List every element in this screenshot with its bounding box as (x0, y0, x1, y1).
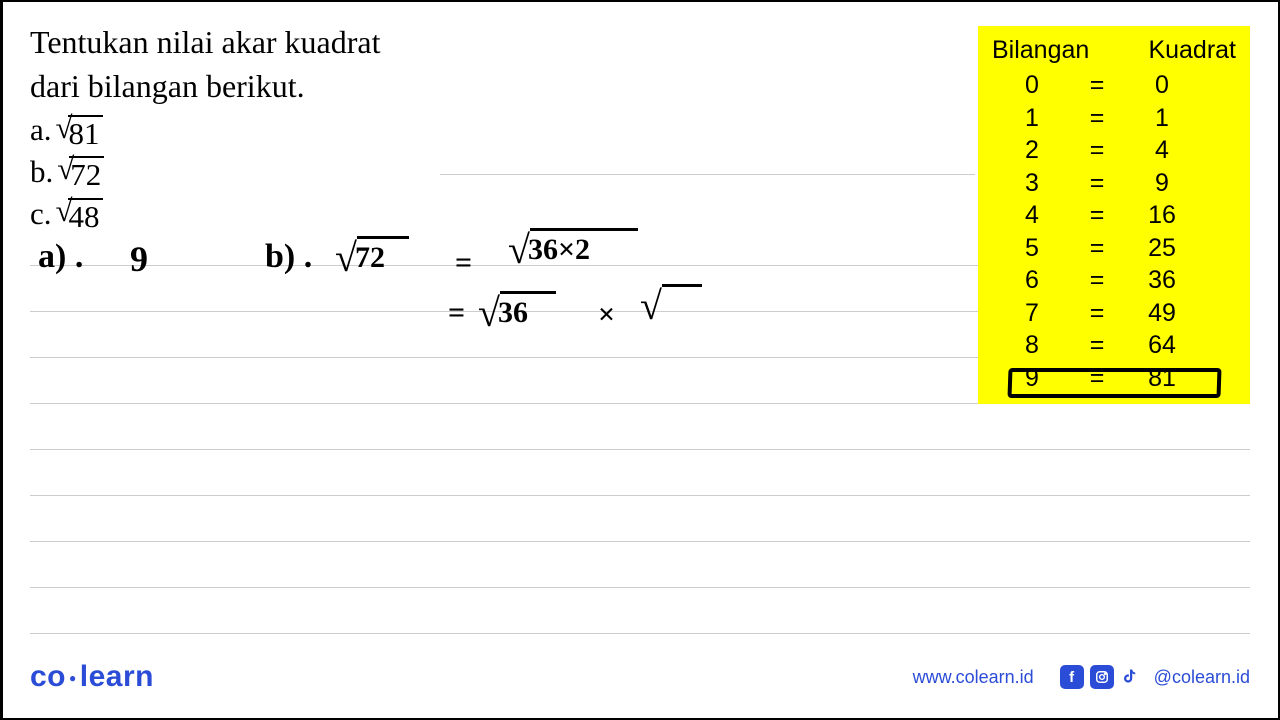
handwriting-sqrt36: √36 (478, 285, 528, 332)
table-highlight-box (1007, 368, 1221, 398)
item-label: b. (30, 151, 53, 193)
facebook-icon: f (1060, 665, 1084, 689)
rule-line (30, 588, 1250, 634)
handwriting-sqrt-empty: √ (640, 278, 662, 325)
social-icons: f (1060, 665, 1140, 689)
table-row: 1=1 (992, 102, 1236, 135)
footer-handle: @colearn.id (1154, 667, 1250, 688)
sqrt-sign-icon: √ (508, 227, 530, 272)
sqrt-sign-icon: √ (478, 290, 500, 335)
sqrt-expression: √ 81 (56, 112, 103, 149)
handwriting-sqrt36x2: √36×2 (508, 222, 590, 269)
table-header-kuadrat: Kuadrat (1148, 36, 1236, 65)
table-row: 7=49 (992, 297, 1236, 330)
table-row: 4=16 (992, 199, 1236, 232)
logo-dot-icon: ● (69, 671, 77, 685)
sqrt-radicand: 72 (69, 156, 104, 190)
tiktok-icon (1120, 665, 1140, 689)
sqrt-sign-icon: √ (335, 235, 357, 280)
logo-co: co (30, 660, 66, 693)
rule-line (30, 542, 1250, 588)
handwriting-a-label: a) . (38, 238, 83, 276)
squares-table: Bilangan Kuadrat 0=0 1=1 2=4 3=9 4=16 5=… (978, 26, 1250, 404)
handwriting-a-answer: 9 (130, 238, 148, 280)
handwriting-equals: = (455, 246, 472, 280)
table-header: Bilangan Kuadrat (992, 36, 1236, 65)
table-row: 8=64 (992, 329, 1236, 362)
item-label: a. (30, 109, 52, 151)
handwriting-sqrt72: √72 (335, 230, 385, 277)
handwriting-b-label: b) . (265, 238, 312, 276)
table-row: 0=0 (992, 69, 1236, 102)
footer: co●learn www.colearn.id f @colearn.id (30, 660, 1250, 694)
handwriting-equals: = (448, 296, 465, 330)
table-row: 3=9 (992, 167, 1236, 200)
footer-right: www.colearn.id f @colearn.id (913, 665, 1250, 689)
rule-line (30, 496, 1250, 542)
rule-line (30, 450, 1250, 496)
logo: co●learn (30, 660, 154, 694)
logo-learn: learn (80, 660, 154, 693)
table-row: 6=36 (992, 264, 1236, 297)
table-header-bilangan: Bilangan (992, 36, 1089, 65)
handwriting-times: × (598, 298, 615, 332)
rule-line (30, 404, 1250, 450)
sqrt-expression: √ 72 (57, 153, 104, 190)
sqrt-sign-icon: √ (640, 283, 662, 328)
footer-url: www.colearn.id (913, 667, 1034, 688)
table-row: 2=4 (992, 134, 1236, 167)
sqrt-radicand: 81 (68, 115, 103, 149)
table-row: 5=25 (992, 232, 1236, 265)
instagram-icon (1090, 665, 1114, 689)
rule-line-partial (440, 174, 975, 175)
